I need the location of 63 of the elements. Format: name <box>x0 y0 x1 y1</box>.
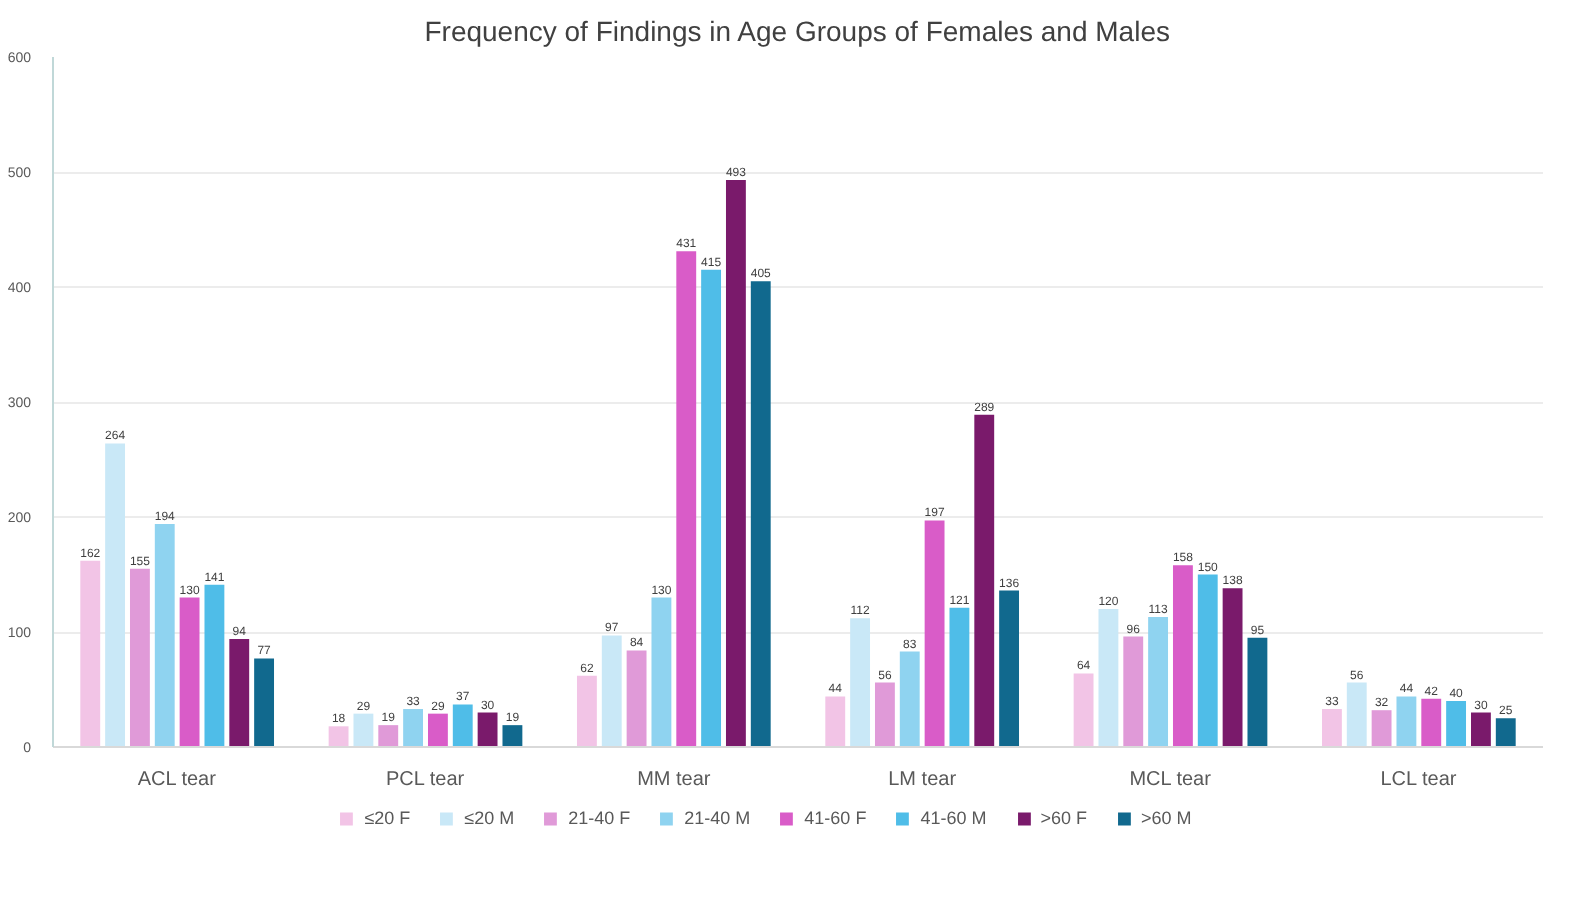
bar <box>1446 701 1467 747</box>
bar <box>850 618 871 747</box>
bar <box>1421 698 1442 747</box>
bar <box>452 704 473 747</box>
bar <box>403 709 424 747</box>
bar <box>1197 574 1218 747</box>
bar <box>576 675 597 747</box>
bar <box>1495 718 1516 747</box>
bar <box>1073 673 1094 747</box>
bar <box>825 696 846 747</box>
bar <box>1346 682 1367 747</box>
bar <box>601 635 622 747</box>
bar <box>427 713 448 747</box>
bar <box>626 650 647 747</box>
bar <box>1148 617 1169 747</box>
legend-label: ≤20 F <box>364 808 411 828</box>
legend-label: ≤20 M <box>464 808 515 828</box>
bar <box>105 443 126 747</box>
bar <box>80 560 101 747</box>
bar <box>1247 637 1268 747</box>
x-tick-label: ACL tear <box>137 769 218 791</box>
x-tick-label: MCL tear <box>1129 769 1213 791</box>
bar <box>204 584 225 747</box>
legend-label: 21-40 M <box>684 808 751 828</box>
legend-label: 41-60 M <box>920 808 987 828</box>
bar <box>701 269 722 747</box>
bar <box>651 597 672 747</box>
legend-label: >60 M <box>1141 808 1192 828</box>
bar <box>154 523 175 747</box>
bar <box>974 414 995 747</box>
bar <box>1321 709 1342 747</box>
legend-label: 41-60 F <box>804 808 867 828</box>
bar <box>353 713 374 747</box>
bar <box>179 597 200 747</box>
bar <box>129 568 150 747</box>
legend-label: >60 F <box>1040 808 1087 828</box>
bar <box>750 281 771 747</box>
bar <box>949 607 970 747</box>
bar <box>254 658 275 747</box>
x-tick-label: MM tear <box>637 769 712 791</box>
bar <box>725 180 746 747</box>
bar <box>924 520 945 747</box>
bar <box>378 725 399 747</box>
legend-label: 21-40 F <box>568 808 631 828</box>
bar <box>477 712 498 747</box>
x-tick-label: PCL tear <box>386 769 466 791</box>
bar <box>1396 696 1417 747</box>
bar <box>328 726 349 747</box>
bar <box>874 682 895 747</box>
bar <box>1123 636 1144 747</box>
bar <box>1470 712 1491 747</box>
bar <box>229 638 250 747</box>
bar <box>1098 609 1119 747</box>
chart-title: Frequency of Findings in Age Groups of Females and Males <box>424 15 1170 47</box>
bar <box>502 725 523 747</box>
bar <box>1172 565 1193 747</box>
bar <box>676 251 697 747</box>
x-tick-label: LM tear <box>888 769 958 791</box>
x-tick-label: LCL tear <box>1380 769 1458 791</box>
bar <box>899 651 920 747</box>
bar <box>1371 710 1392 747</box>
bar <box>999 590 1020 747</box>
bar <box>1222 588 1243 747</box>
